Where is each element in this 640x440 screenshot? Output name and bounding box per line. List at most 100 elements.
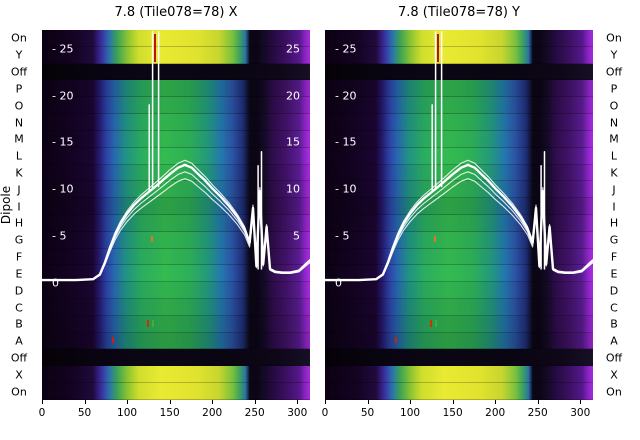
heatmap-row-j [42,181,310,199]
dipole-label-left: X [15,368,23,382]
xtick-label: 300 [287,407,308,419]
dipole-label-right: N [609,116,619,129]
heatmap-row-i [42,198,310,215]
heatmap-row-y [42,46,310,64]
heatmap-row-on [42,30,310,47]
ytick-label-right: 25 [286,42,300,56]
heatmap-x [42,30,310,400]
dipole-label-left: N [14,116,24,129]
dipole-label-left: P [15,82,23,96]
x-tick-mark [297,400,299,404]
dipole-label-right: D [609,284,619,298]
xtick-label: 200 [202,407,223,419]
x-axis-y: 0 50 100 150 200 250 300 [321,400,593,428]
x-tick-mark [127,400,129,404]
dipole-label-right: Off [605,65,623,79]
heatmap-row-off [42,63,310,81]
xtick-label: 150 [159,407,180,419]
x-tick-mark [325,400,326,404]
dipole-label-left: F [15,250,23,264]
heatmap-row-a [325,332,593,350]
heatmap-row-o [325,97,593,115]
heatmap-row-a [42,332,310,350]
heatmap-row-on [325,30,593,47]
dipole-label-left: On [11,31,27,45]
dipole-label-left: Off [10,65,28,79]
dipole-label-left: On [11,385,27,399]
heatmap-row-j [325,181,593,199]
heatmap-row-x [42,366,310,384]
dipole-label-right: C [610,301,618,314]
heatmap-row-f [42,248,310,266]
dipole-label-right: F [610,250,618,264]
heatmap-row-h [42,214,310,232]
dipole-label-left: O [14,99,24,113]
heatmap-row-x [325,366,593,384]
heatmap-row-off [42,349,310,367]
dipole-label-left: E [15,267,23,281]
heatmap-row-p [42,80,310,98]
dipole-label-left: B [15,317,23,331]
dipole-label-right: P [610,82,618,96]
artifact-speck [154,34,157,62]
dipole-label-left: C [15,301,23,314]
xtick-label: 250 [527,407,548,419]
xtick-label: 0 [321,407,329,419]
heatmap-panel-x: - 25 - 20 - 15 - 10 - 5 0 25 20 15 10 5 [42,30,310,400]
xtick-label: 0 [38,407,46,419]
heatmap-row-f [325,248,593,266]
dipole-label-right: A [610,334,618,348]
x-tick-mark [42,400,43,404]
dipole-label-left: J [17,183,21,197]
heatmap-row-n [42,114,310,131]
ytick-label: - 5 [52,229,67,243]
ytick-label: - 20 [335,89,357,103]
dipole-label-right: K [610,166,618,180]
heatmap-row-m [42,130,310,148]
xtick-label: 50 [360,407,375,419]
artifact-speck [435,319,438,327]
dipole-label-left: H [14,216,24,230]
heatmap-row-k [325,164,593,182]
dipole-label-left: G [14,233,24,247]
artifact-speck [433,235,436,242]
heatmap-row-p [325,80,593,98]
heatmap-row-d [42,282,310,299]
x-tick-mark [367,400,369,404]
heatmap-row-e [42,265,310,283]
heatmap-row-g [325,231,593,249]
heatmap-row-e [325,265,593,283]
heatmap-row-c [325,299,593,316]
x-tick-mark [452,400,454,404]
artifact-speck [147,319,150,327]
dipole-label-right: B [610,317,618,331]
x-tick-mark [212,400,214,404]
artifact-speck [111,336,114,343]
heatmap-row-on [42,383,310,400]
dipole-label-right: Y [610,48,618,62]
ytick-label: - 10 [335,182,357,196]
dipole-label-right: E [610,267,618,281]
xtick-label: 100 [400,407,421,419]
heatmap-row-n [325,114,593,131]
dipole-label-right: X [610,368,618,382]
heatmap-row-on [325,383,593,400]
dipole-label-left: Y [15,48,23,62]
x-tick-mark [580,400,582,404]
ytick-label-right: 10 [286,182,300,196]
x-tick-mark [169,400,171,404]
ytick-label: - 25 [52,42,74,56]
heatmap-row-l [42,147,310,165]
dipole-label-right: On [606,385,622,399]
x-tick-mark [495,400,497,404]
dipole-labels-right: On Y Off P O N M L K J I H G F E D C B A Off X On [597,30,631,400]
heatmap-row-b [325,315,593,333]
dipole-label-left: D [14,284,24,298]
xtick-label: 200 [485,407,506,419]
ytick-label: - 15 [52,135,74,149]
ytick-label: - 15 [335,135,357,149]
heatmap-row-l [325,147,593,165]
dipole-label-right: L [610,149,618,163]
heatmap-row-off [325,63,593,81]
dipole-label-right: On [606,31,622,45]
